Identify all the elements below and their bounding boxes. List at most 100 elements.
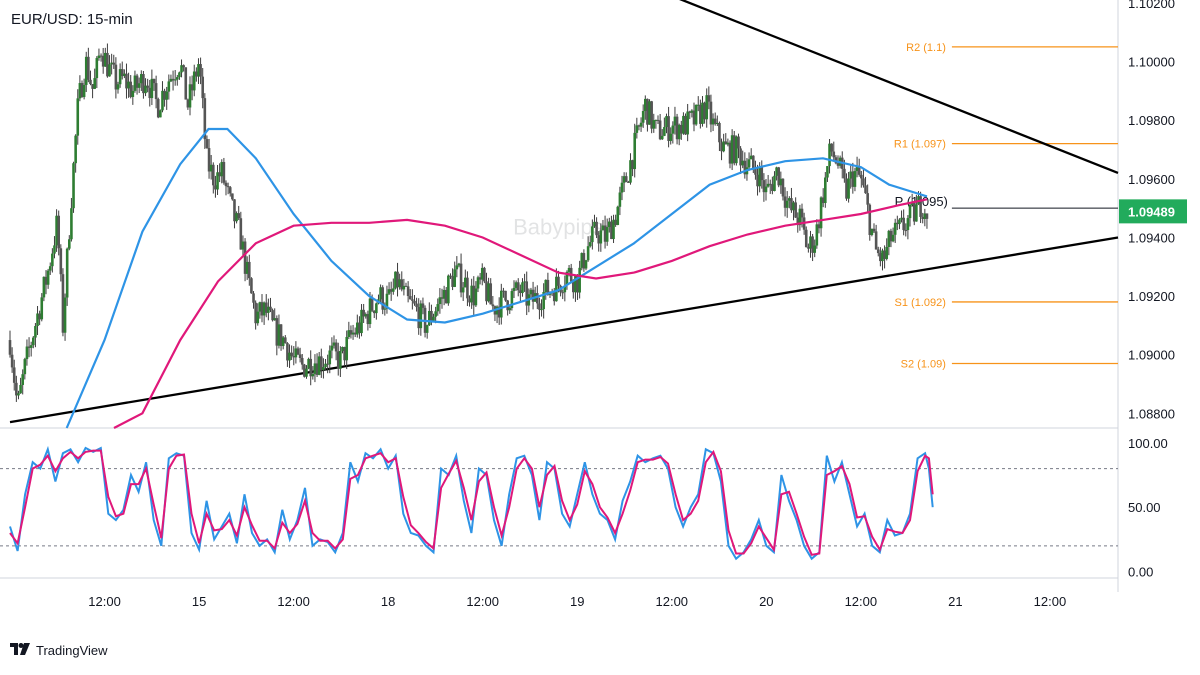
candle-body xyxy=(228,187,232,194)
candle-body xyxy=(656,119,660,121)
candle-body xyxy=(800,208,804,218)
candle-body xyxy=(722,141,725,152)
candle-body xyxy=(216,172,219,190)
candle-body xyxy=(663,127,666,136)
candle-body xyxy=(322,367,325,371)
candle-body xyxy=(624,176,628,182)
candle-body xyxy=(192,71,196,91)
time-tick-label: 12:00 xyxy=(656,594,689,609)
candle-body xyxy=(730,135,734,164)
candle-body xyxy=(836,163,840,166)
time-tick-label: 12:00 xyxy=(88,594,121,609)
candle-body xyxy=(8,340,12,355)
candle-body xyxy=(531,289,535,302)
candle-body xyxy=(224,182,228,187)
candle-body xyxy=(828,143,831,167)
candle-body xyxy=(821,197,825,204)
candle-body xyxy=(752,155,755,169)
candle-body xyxy=(381,287,385,310)
candle-body xyxy=(775,167,778,176)
candle-body xyxy=(713,118,717,124)
candle-body xyxy=(17,393,20,396)
candle-body xyxy=(504,290,507,301)
candle-body xyxy=(688,111,692,113)
candle-body xyxy=(368,298,372,325)
candle-body xyxy=(906,218,910,231)
candle-body xyxy=(63,297,67,333)
candle-body xyxy=(862,178,865,186)
candle-body xyxy=(735,136,738,164)
candle-body xyxy=(737,136,740,149)
candle-body xyxy=(572,281,575,293)
candle-body xyxy=(15,382,18,396)
candle-body xyxy=(385,293,389,309)
candle-body xyxy=(754,168,757,175)
candle-body xyxy=(61,274,65,333)
candle-body xyxy=(542,292,545,310)
candle-body xyxy=(286,343,289,361)
tradingview-footer[interactable]: TradingView xyxy=(10,640,108,660)
candle-body xyxy=(864,185,867,194)
last-price-badge xyxy=(1119,199,1187,224)
candle-body xyxy=(919,196,922,217)
candle-body xyxy=(400,279,404,290)
candle-body xyxy=(459,263,463,293)
candle-body xyxy=(186,99,190,108)
candle-body xyxy=(605,227,609,242)
candle-body xyxy=(307,358,310,369)
candle-body xyxy=(538,303,541,310)
candle-body xyxy=(603,225,607,242)
candle-body xyxy=(616,206,620,225)
candle-body xyxy=(332,342,336,346)
candle-body xyxy=(794,202,797,218)
candle-body xyxy=(883,250,886,259)
candle-body xyxy=(447,275,450,304)
candle-body xyxy=(720,142,723,152)
candle-body xyxy=(457,263,461,266)
candle-body xyxy=(275,318,279,346)
candle-body xyxy=(156,99,160,118)
candle-body xyxy=(876,249,880,254)
candle-body xyxy=(771,184,774,192)
candle-body xyxy=(449,275,452,277)
candle-body xyxy=(347,330,351,337)
stoch-tick-label: 50.00 xyxy=(1128,500,1161,515)
candle-body xyxy=(870,228,874,235)
candle-body xyxy=(519,290,522,294)
candle-body xyxy=(59,248,63,275)
candle-body xyxy=(391,288,395,292)
candle-body xyxy=(269,306,272,311)
candle-body xyxy=(567,267,571,272)
candle-body xyxy=(783,196,787,208)
candle-body xyxy=(247,261,251,279)
candle-body xyxy=(51,253,54,267)
candle-body xyxy=(315,363,319,375)
candle-body xyxy=(211,164,215,186)
candle-body xyxy=(866,193,869,205)
candle-body xyxy=(428,310,431,326)
candle-body xyxy=(707,95,711,102)
pivot-label: S1 (1.092) xyxy=(895,297,946,309)
candle-body xyxy=(148,87,152,99)
candle-body xyxy=(811,236,814,253)
candle-body xyxy=(512,287,516,292)
candle-body xyxy=(667,116,670,141)
candle-body xyxy=(150,78,154,99)
candle-body xyxy=(879,253,882,262)
candle-body xyxy=(243,241,247,274)
candle-body xyxy=(444,289,448,304)
candle-body xyxy=(705,95,709,120)
candle-body xyxy=(375,303,378,314)
candle-body xyxy=(411,299,414,301)
candle-body xyxy=(665,116,668,128)
candle-body xyxy=(614,219,617,225)
candle-body xyxy=(525,281,529,306)
candle-body xyxy=(417,307,421,329)
candle-body xyxy=(760,167,764,181)
candle-body xyxy=(106,52,109,77)
candle-body xyxy=(487,283,490,302)
candle-body xyxy=(372,310,376,314)
moving-average-blue xyxy=(65,127,928,429)
tradingview-logo-icon xyxy=(10,640,32,660)
candle-body xyxy=(648,101,651,125)
